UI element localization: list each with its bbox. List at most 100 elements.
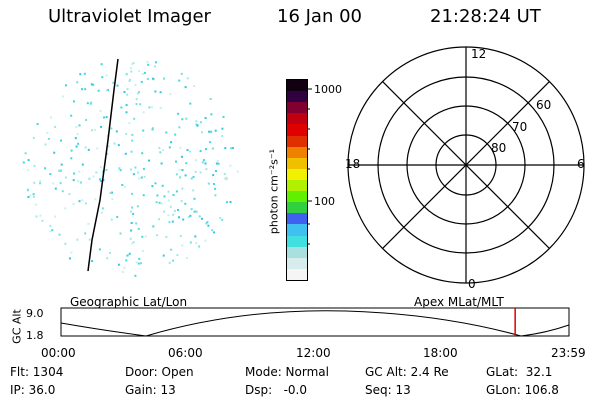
uv-speckle	[34, 203, 37, 206]
uv-speckle	[205, 168, 208, 171]
colorbar-segment	[287, 157, 307, 169]
uv-speckle	[128, 122, 131, 125]
colorbar-segment	[287, 224, 307, 236]
uv-speckle	[135, 261, 138, 264]
uv-speckle	[73, 100, 75, 103]
uv-speckle	[125, 259, 128, 262]
uv-speckle	[168, 261, 171, 264]
uv-speckle	[129, 237, 132, 240]
uv-speckle	[128, 252, 131, 255]
uv-speckle	[141, 152, 144, 155]
timeline-ymax: 9.0	[26, 307, 44, 320]
uv-speckle	[105, 168, 108, 171]
uv-speckle	[169, 205, 172, 208]
uv-speckle	[161, 148, 164, 151]
uv-speckle	[204, 117, 207, 119]
colorbar	[286, 79, 308, 281]
uv-speckle	[189, 214, 192, 217]
uv-speckle	[88, 238, 91, 241]
uv-speckle	[64, 207, 67, 210]
uv-speckle	[78, 170, 81, 173]
uv-speckle	[69, 257, 71, 260]
uv-speckle	[146, 77, 149, 80]
uv-speckle	[90, 83, 93, 86]
timeline-ymin: 1.8	[26, 329, 44, 342]
uv-speckle	[134, 166, 137, 169]
uv-speckle	[199, 121, 202, 124]
uv-speckle	[163, 195, 166, 198]
uv-speckle	[194, 170, 197, 173]
colorbar-segment	[287, 268, 307, 280]
uv-speckle	[126, 88, 129, 91]
uv-speckle	[195, 242, 198, 245]
uv-speckle	[99, 166, 102, 168]
uv-speckle	[131, 242, 134, 245]
uv-speckle	[199, 171, 202, 174]
uv-speckle	[131, 206, 134, 209]
uv-speckle	[87, 222, 90, 225]
uv-speckle	[229, 201, 232, 203]
uv-speckle	[195, 123, 198, 126]
uv-speckle	[148, 159, 150, 162]
uv-speckle	[50, 116, 52, 119]
glon-value: GLon: 106.8	[486, 383, 559, 397]
uv-speckle	[138, 70, 141, 73]
uv-speckle	[221, 127, 224, 130]
uv-speckle	[49, 230, 52, 233]
uv-speckle	[142, 129, 145, 132]
uv-speckle	[111, 191, 113, 194]
uv-speckle	[214, 187, 217, 190]
uv-speckle	[194, 159, 197, 162]
lat-label-60: 60	[536, 98, 552, 112]
uv-speckle	[177, 112, 180, 115]
uv-speckle	[72, 203, 75, 205]
uv-speckle	[161, 202, 163, 205]
uv-speckle	[141, 235, 144, 238]
uv-speckle	[110, 218, 113, 221]
uv-speckle	[137, 262, 140, 265]
uv-speckle	[208, 130, 211, 133]
uv-speckle	[214, 194, 217, 197]
uv-speckle	[165, 131, 168, 134]
uv-speckle	[186, 77, 189, 80]
uv-speckle	[94, 198, 97, 201]
uv-speckle	[210, 113, 213, 116]
uv-speckle	[136, 92, 139, 95]
uv-speckle	[142, 167, 145, 170]
uv-speckle	[61, 95, 64, 98]
uv-speckle	[92, 175, 95, 178]
uv-speckle	[130, 67, 133, 70]
colorbar-segment	[287, 80, 307, 92]
uv-speckle	[27, 159, 30, 162]
uv-speckle	[135, 98, 138, 101]
uv-speckle	[215, 162, 218, 165]
uv-speckle	[117, 144, 120, 147]
uv-speckle	[124, 152, 127, 155]
timeline-tick-0: 00:00	[41, 346, 76, 360]
uv-speckle	[206, 221, 209, 224]
uv-speckle	[139, 103, 142, 106]
uv-speckle	[125, 132, 128, 135]
uv-speckle	[68, 193, 71, 196]
uv-speckle	[120, 106, 123, 109]
lat-label-70: 70	[512, 120, 528, 134]
uv-speckle	[125, 111, 128, 114]
timeline-tick-1: 06:00	[168, 346, 203, 360]
uv-speckle	[123, 185, 126, 188]
uv-speckle	[181, 187, 184, 190]
uv-speckle	[151, 106, 154, 109]
uv-speckle	[109, 252, 111, 254]
uv-speckle	[78, 124, 81, 127]
uv-speckle	[90, 129, 93, 132]
geographic-title: Geographic Lat/Lon	[70, 295, 188, 309]
uv-speckle	[98, 248, 101, 251]
uv-speckle	[130, 229, 133, 232]
uv-speckle	[168, 221, 171, 224]
uv-speckle	[142, 194, 145, 197]
uv-speckle	[84, 88, 87, 91]
uv-speckle	[192, 175, 195, 178]
uv-speckle	[90, 101, 93, 104]
uv-speckle	[175, 173, 178, 176]
uv-speckle	[186, 149, 189, 151]
uv-speckle	[99, 178, 102, 181]
